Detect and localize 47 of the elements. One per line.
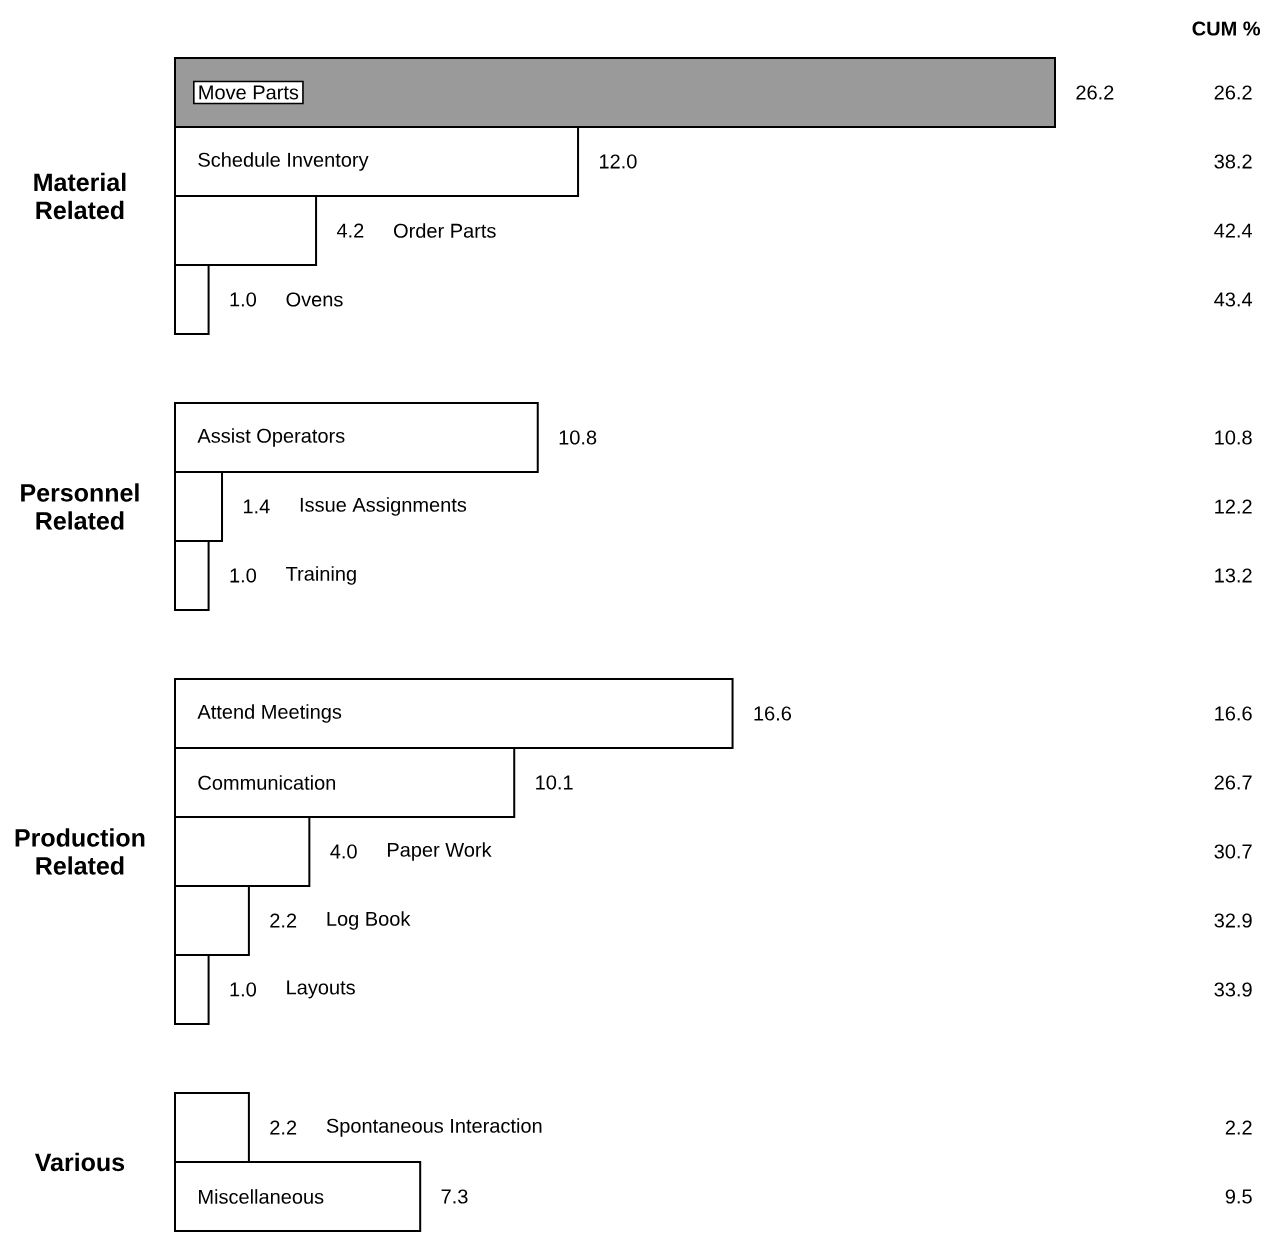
text: 43.4 (1214, 292, 1253, 307)
y-tick-label: Layouts (287, 980, 355, 999)
text: 2.2 (1225, 1120, 1252, 1135)
y-tick-label: Move Parts (199, 85, 299, 100)
data-label: 16.6 (754, 706, 792, 721)
text: 16.6 (1215, 706, 1252, 721)
y-axis-title: Personnel Related (21, 483, 139, 530)
text: CUM % (1192, 21, 1261, 36)
y-tick-label: Miscellaneous (199, 1189, 324, 1204)
y-tick-label: Order Parts (394, 223, 496, 238)
y-tick-label: Ovens (286, 292, 343, 307)
data-label: 4.2 (336, 223, 364, 238)
y-tick-label: Log Book (327, 911, 411, 930)
data-label: 1.0 (230, 568, 257, 583)
text: 9.5 (1225, 1189, 1252, 1204)
text: 32.9 (1214, 913, 1252, 928)
data-label: 1.0 (230, 982, 257, 997)
y-axis-title: Various (34, 1152, 125, 1172)
data-label: 2.2 (270, 1120, 297, 1135)
text: 33.9 (1214, 982, 1252, 997)
y-tick-label: Training (286, 566, 356, 585)
data-label: 7.3 (441, 1189, 468, 1204)
data-label: 10.8 (559, 430, 597, 445)
y-axis-title: Material Related (34, 172, 126, 220)
y-tick-label: Spontaneous Interaction (326, 1118, 542, 1137)
data-label: 4.0 (330, 844, 357, 859)
text: 26.7 (1214, 775, 1252, 790)
text: 30.7 (1214, 844, 1252, 859)
text: 38.2 (1214, 154, 1252, 169)
y-tick-label: Schedule Inventory (198, 152, 369, 171)
text: 42.4 (1214, 223, 1253, 238)
y-tick-label: Assist Operators (197, 428, 345, 447)
y-tick-label: Attend Meetings (197, 704, 342, 723)
data-label: 1.0 (230, 292, 257, 307)
text: 12.2 (1215, 499, 1252, 514)
y-tick-label: Paper Work (387, 842, 492, 861)
text: 13.2 (1215, 568, 1252, 583)
y-axis-title: Production Related (15, 828, 145, 875)
text: 10.8 (1215, 430, 1252, 445)
text: 26.2 (1214, 85, 1252, 100)
data-label: 2.2 (270, 913, 297, 928)
data-label: 1.4 (243, 499, 270, 514)
data-label: 10.1 (536, 775, 573, 790)
data-label: 26.2 (1076, 85, 1114, 100)
data-label: 12.0 (599, 154, 637, 169)
y-tick-label: Communication (198, 775, 336, 790)
y-tick-label: Issue Assignments (300, 497, 467, 516)
